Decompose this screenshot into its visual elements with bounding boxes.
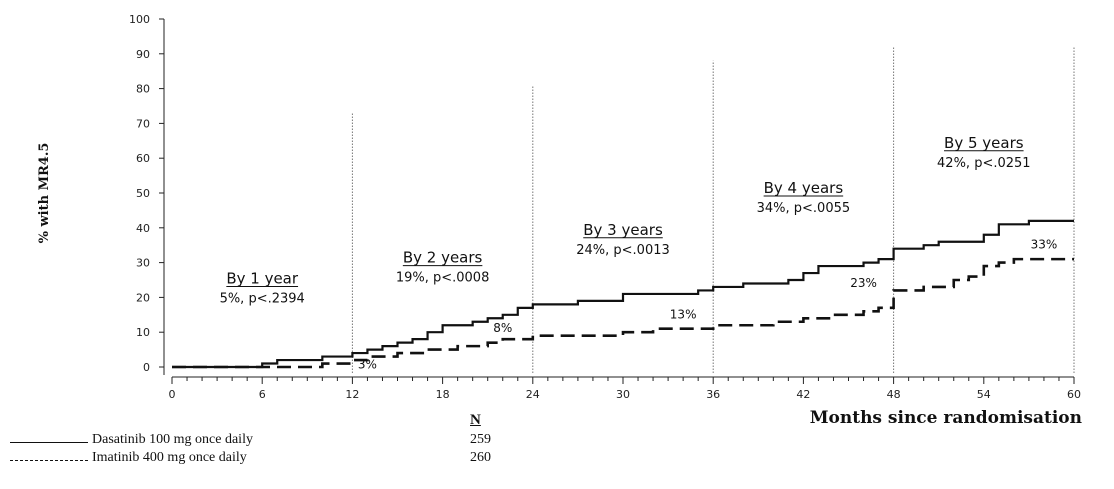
period-annotation-title: By 1 year bbox=[226, 269, 299, 287]
y-tick-label: 90 bbox=[136, 48, 150, 61]
period-annotation-stats: 5%, p<.2394 bbox=[220, 291, 305, 306]
x-tick-label: 24 bbox=[526, 388, 540, 401]
y-tick-label: 0 bbox=[143, 361, 150, 374]
y-tick-label: 10 bbox=[136, 326, 150, 339]
x-tick-label: 54 bbox=[977, 388, 991, 401]
x-tick-label: 18 bbox=[436, 388, 450, 401]
period-annotation-title: By 5 years bbox=[944, 134, 1024, 152]
y-tick-label: 20 bbox=[136, 291, 150, 304]
period-annotation-title: By 4 years bbox=[764, 179, 844, 197]
period-annotation-stats: 34%, p<.0055 bbox=[757, 201, 851, 216]
x-tick-label: 48 bbox=[887, 388, 901, 401]
legend-n-header: N bbox=[470, 412, 481, 428]
y-axis-label: % with MR4.5 bbox=[37, 143, 52, 244]
legend-label: Imatinib 400 mg once daily bbox=[92, 450, 247, 465]
x-axis-label: Months since randomisation bbox=[810, 408, 1082, 428]
y-tick-label: 30 bbox=[136, 257, 150, 270]
imatinib-percent-label: 23% bbox=[850, 276, 877, 290]
imatinib-percent-label: 13% bbox=[670, 307, 697, 321]
x-tick-label: 60 bbox=[1067, 388, 1081, 401]
period-annotation-title: By 3 years bbox=[583, 221, 663, 239]
imatinib-percent-label: 3% bbox=[358, 358, 377, 372]
x-tick-label: 36 bbox=[706, 388, 720, 401]
y-tick-label: 70 bbox=[136, 117, 150, 130]
x-tick-label: 6 bbox=[259, 388, 266, 401]
x-tick-label: 30 bbox=[616, 388, 630, 401]
imatinib-percent-label: 8% bbox=[493, 321, 512, 335]
y-tick-label: 60 bbox=[136, 152, 150, 165]
legend-solid-line-swatch bbox=[10, 442, 88, 443]
series-line-imatinib bbox=[172, 257, 1074, 369]
y-tick-label: 50 bbox=[136, 187, 150, 200]
period-annotation-stats: 19%, p<.0008 bbox=[396, 271, 490, 286]
legend-label: Dasatinib 100 mg once daily bbox=[92, 432, 253, 447]
x-tick-label: 12 bbox=[345, 388, 359, 401]
y-tick-label: 80 bbox=[136, 83, 150, 96]
y-tick-label: 40 bbox=[136, 222, 150, 235]
plot-area: 0 10 20 30 40 50 60 70 80 90 100 0 6 12 18 24 30 36 42 48 54… bbox=[37, 13, 1082, 428]
legend-n-value: 260 bbox=[470, 450, 491, 465]
period-annotation-stats: 24%, p<.0013 bbox=[576, 243, 670, 258]
legend-n-value: 259 bbox=[470, 432, 491, 447]
series-line-dasatinib bbox=[172, 219, 1074, 369]
imatinib-percent-label: 33% bbox=[1031, 238, 1058, 252]
period-annotation-stats: 42%, p<.0251 bbox=[937, 156, 1031, 171]
x-tick-label: 42 bbox=[796, 388, 810, 401]
y-tick-label: 100 bbox=[129, 13, 150, 26]
legend-dashed-line-swatch bbox=[10, 460, 88, 461]
period-annotation-title: By 2 years bbox=[403, 249, 483, 267]
x-tick-label: 0 bbox=[169, 388, 176, 401]
